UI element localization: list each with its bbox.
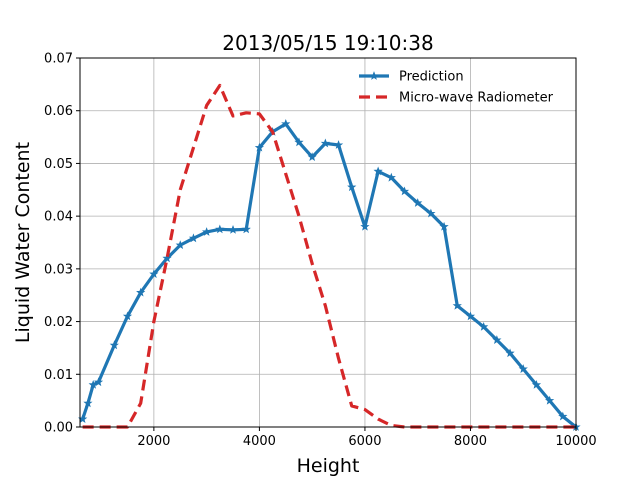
y-tick-label: 0.03 <box>44 262 73 277</box>
y-tick-label: 0.01 <box>44 368 73 383</box>
series-point <box>465 311 476 321</box>
series-point <box>558 411 568 421</box>
series-point <box>149 269 159 279</box>
legend-label: Prediction <box>399 70 464 85</box>
x-tick-label: 8000 <box>454 434 487 449</box>
series-point <box>202 227 212 236</box>
series-point <box>531 379 542 389</box>
series-point <box>254 142 265 152</box>
series-point <box>307 152 317 162</box>
x-tick-label: 2000 <box>137 434 170 449</box>
series-point <box>544 395 555 405</box>
series-line-0 <box>81 122 578 429</box>
y-tick-label: 0.02 <box>44 315 73 330</box>
series-point <box>228 224 238 234</box>
series-point <box>281 119 291 128</box>
series-point <box>175 240 185 250</box>
series-point <box>399 186 410 196</box>
series-point <box>373 166 383 176</box>
series-point <box>93 377 104 387</box>
series-point <box>333 140 344 149</box>
plot-area <box>78 83 581 431</box>
y-tick-label: 0.06 <box>44 104 73 119</box>
x-tick-label: 6000 <box>348 434 381 449</box>
series-point <box>136 287 146 297</box>
legend: Prediction Micro-wave Radiometer <box>359 70 554 106</box>
y-tick-label: 0.04 <box>44 210 73 225</box>
axis-ticks: 2000 4000 6000 8000 10000 0.00 0.01 0.02 0.03 0.0… <box>44 52 597 450</box>
series-point <box>347 182 357 192</box>
series-point <box>83 398 93 408</box>
x-axis-title: Height <box>297 455 360 477</box>
x-tick-label: 10000 <box>555 434 596 449</box>
series-point <box>320 138 330 148</box>
series-point <box>518 364 528 373</box>
series-point <box>122 311 133 321</box>
series-line-1 <box>82 83 576 429</box>
series-point <box>413 198 423 207</box>
series-point <box>294 137 304 147</box>
series-point <box>88 379 98 389</box>
series-point <box>386 172 396 182</box>
series-point <box>360 221 370 231</box>
legend-label: Micro-wave Radiometer <box>399 91 554 106</box>
series-point <box>109 340 119 350</box>
y-tick-label: 0.00 <box>44 421 73 436</box>
series-point <box>505 348 515 358</box>
y-tick-label: 0.05 <box>44 157 73 172</box>
y-axis-title: Liquid Water Content <box>12 142 34 343</box>
series-point <box>479 321 489 331</box>
chart-title: 2013/05/15 19:10:38 <box>222 31 433 55</box>
y-tick-label: 0.07 <box>44 52 73 67</box>
series-point <box>439 221 449 231</box>
series-point <box>162 253 172 263</box>
series-point <box>241 224 251 234</box>
axes-frame <box>79 57 577 428</box>
series-point <box>215 224 225 234</box>
series-point <box>452 300 462 310</box>
series-point <box>426 208 436 218</box>
x-tick-label: 4000 <box>243 434 276 449</box>
legend-marker <box>369 71 379 80</box>
series-point <box>188 233 199 243</box>
series-point <box>492 335 502 344</box>
